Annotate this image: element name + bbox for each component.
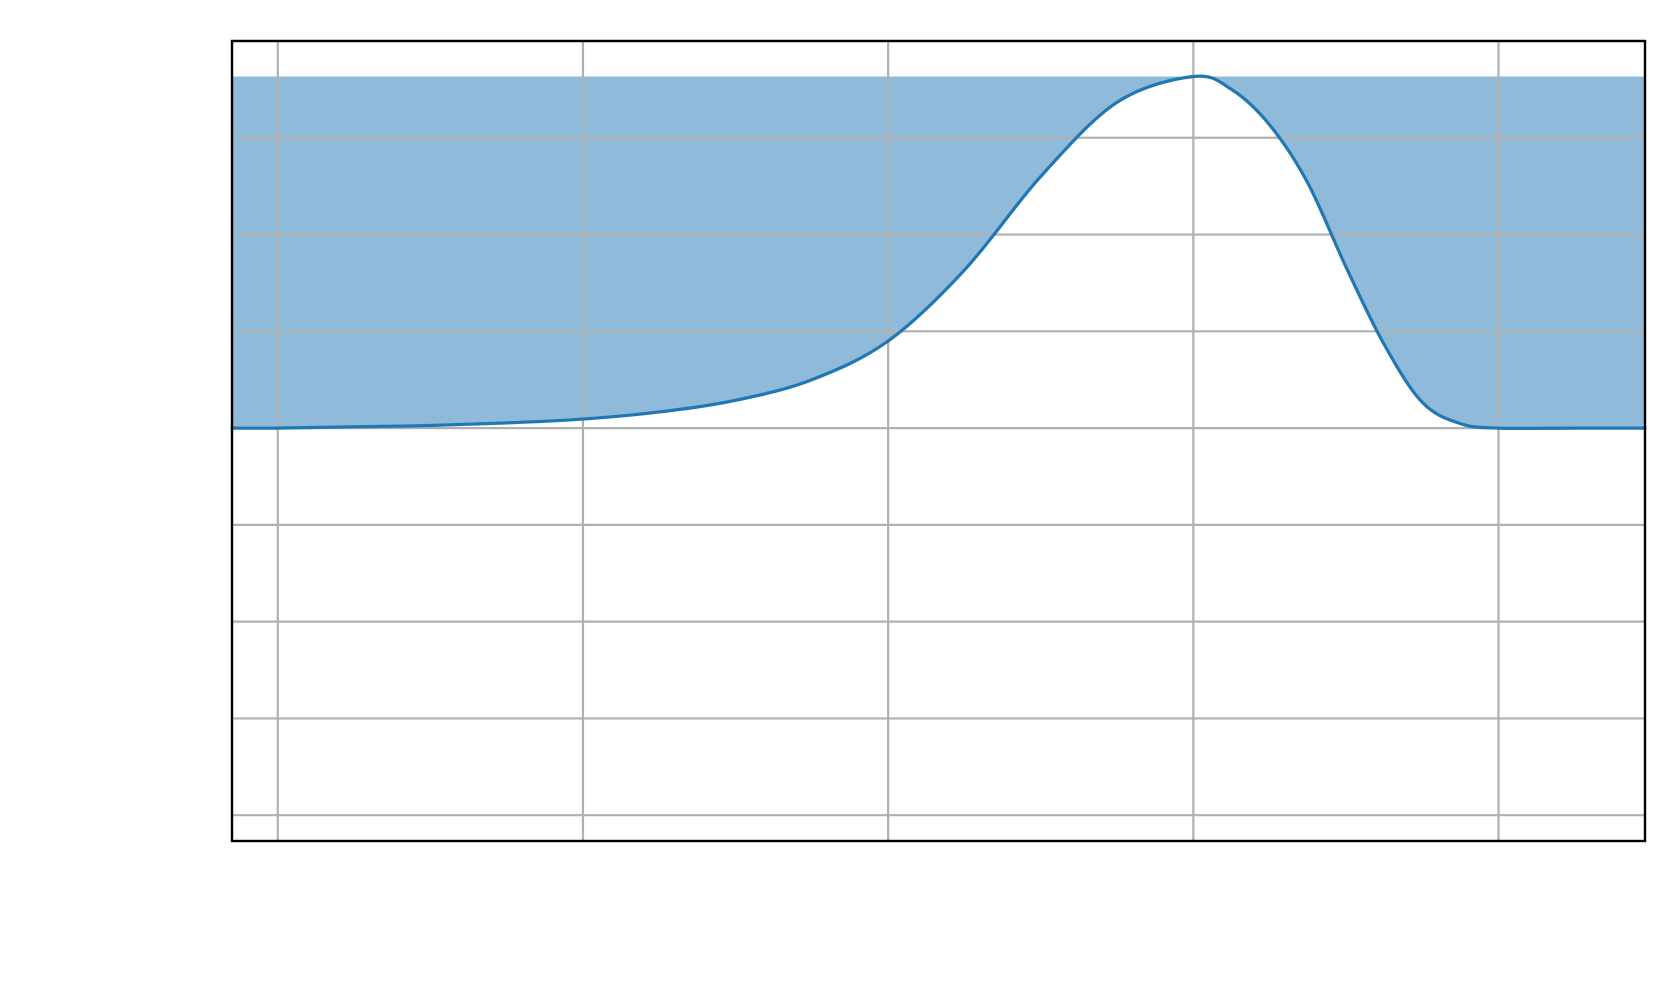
line-layer	[230, 74, 1647, 431]
fill-layer	[232, 76, 1645, 429]
plot-frame	[230, 39, 1647, 843]
fill-area	[232, 76, 1645, 429]
grid-layer	[232, 39, 1645, 841]
series-line	[230, 74, 1647, 431]
